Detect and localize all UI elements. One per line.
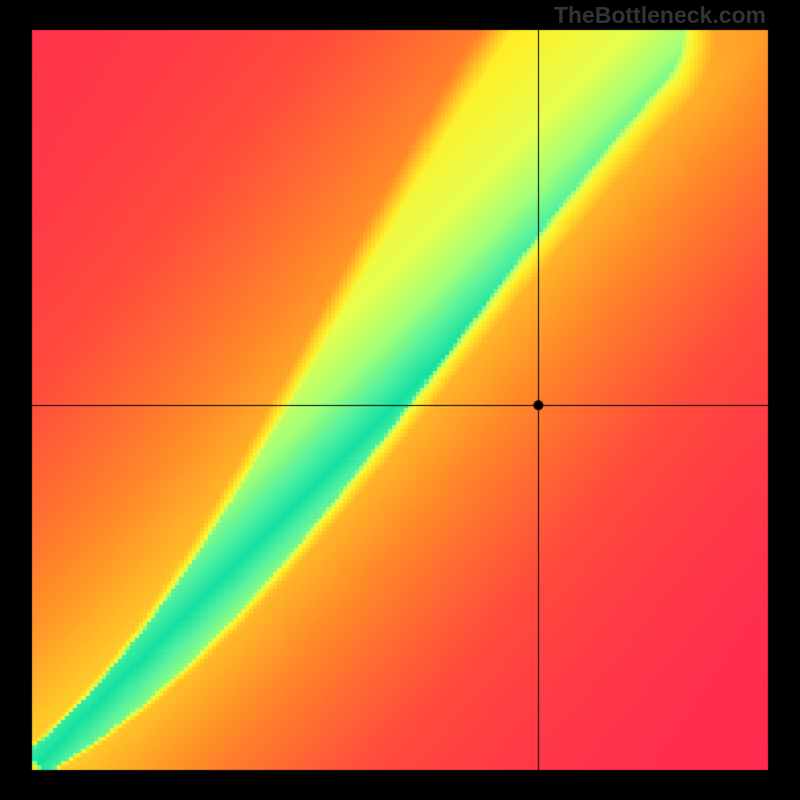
heatmap-canvas [0,0,800,800]
watermark-text: TheBottleneck.com [554,2,766,29]
